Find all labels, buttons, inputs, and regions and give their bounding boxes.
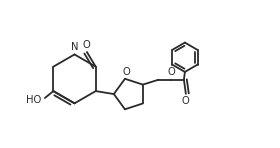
Text: O: O [182,96,190,106]
Text: O: O [168,67,176,77]
Text: O: O [122,67,130,77]
Text: HO: HO [26,95,42,105]
Text: N: N [71,42,78,53]
Text: O: O [82,40,90,50]
